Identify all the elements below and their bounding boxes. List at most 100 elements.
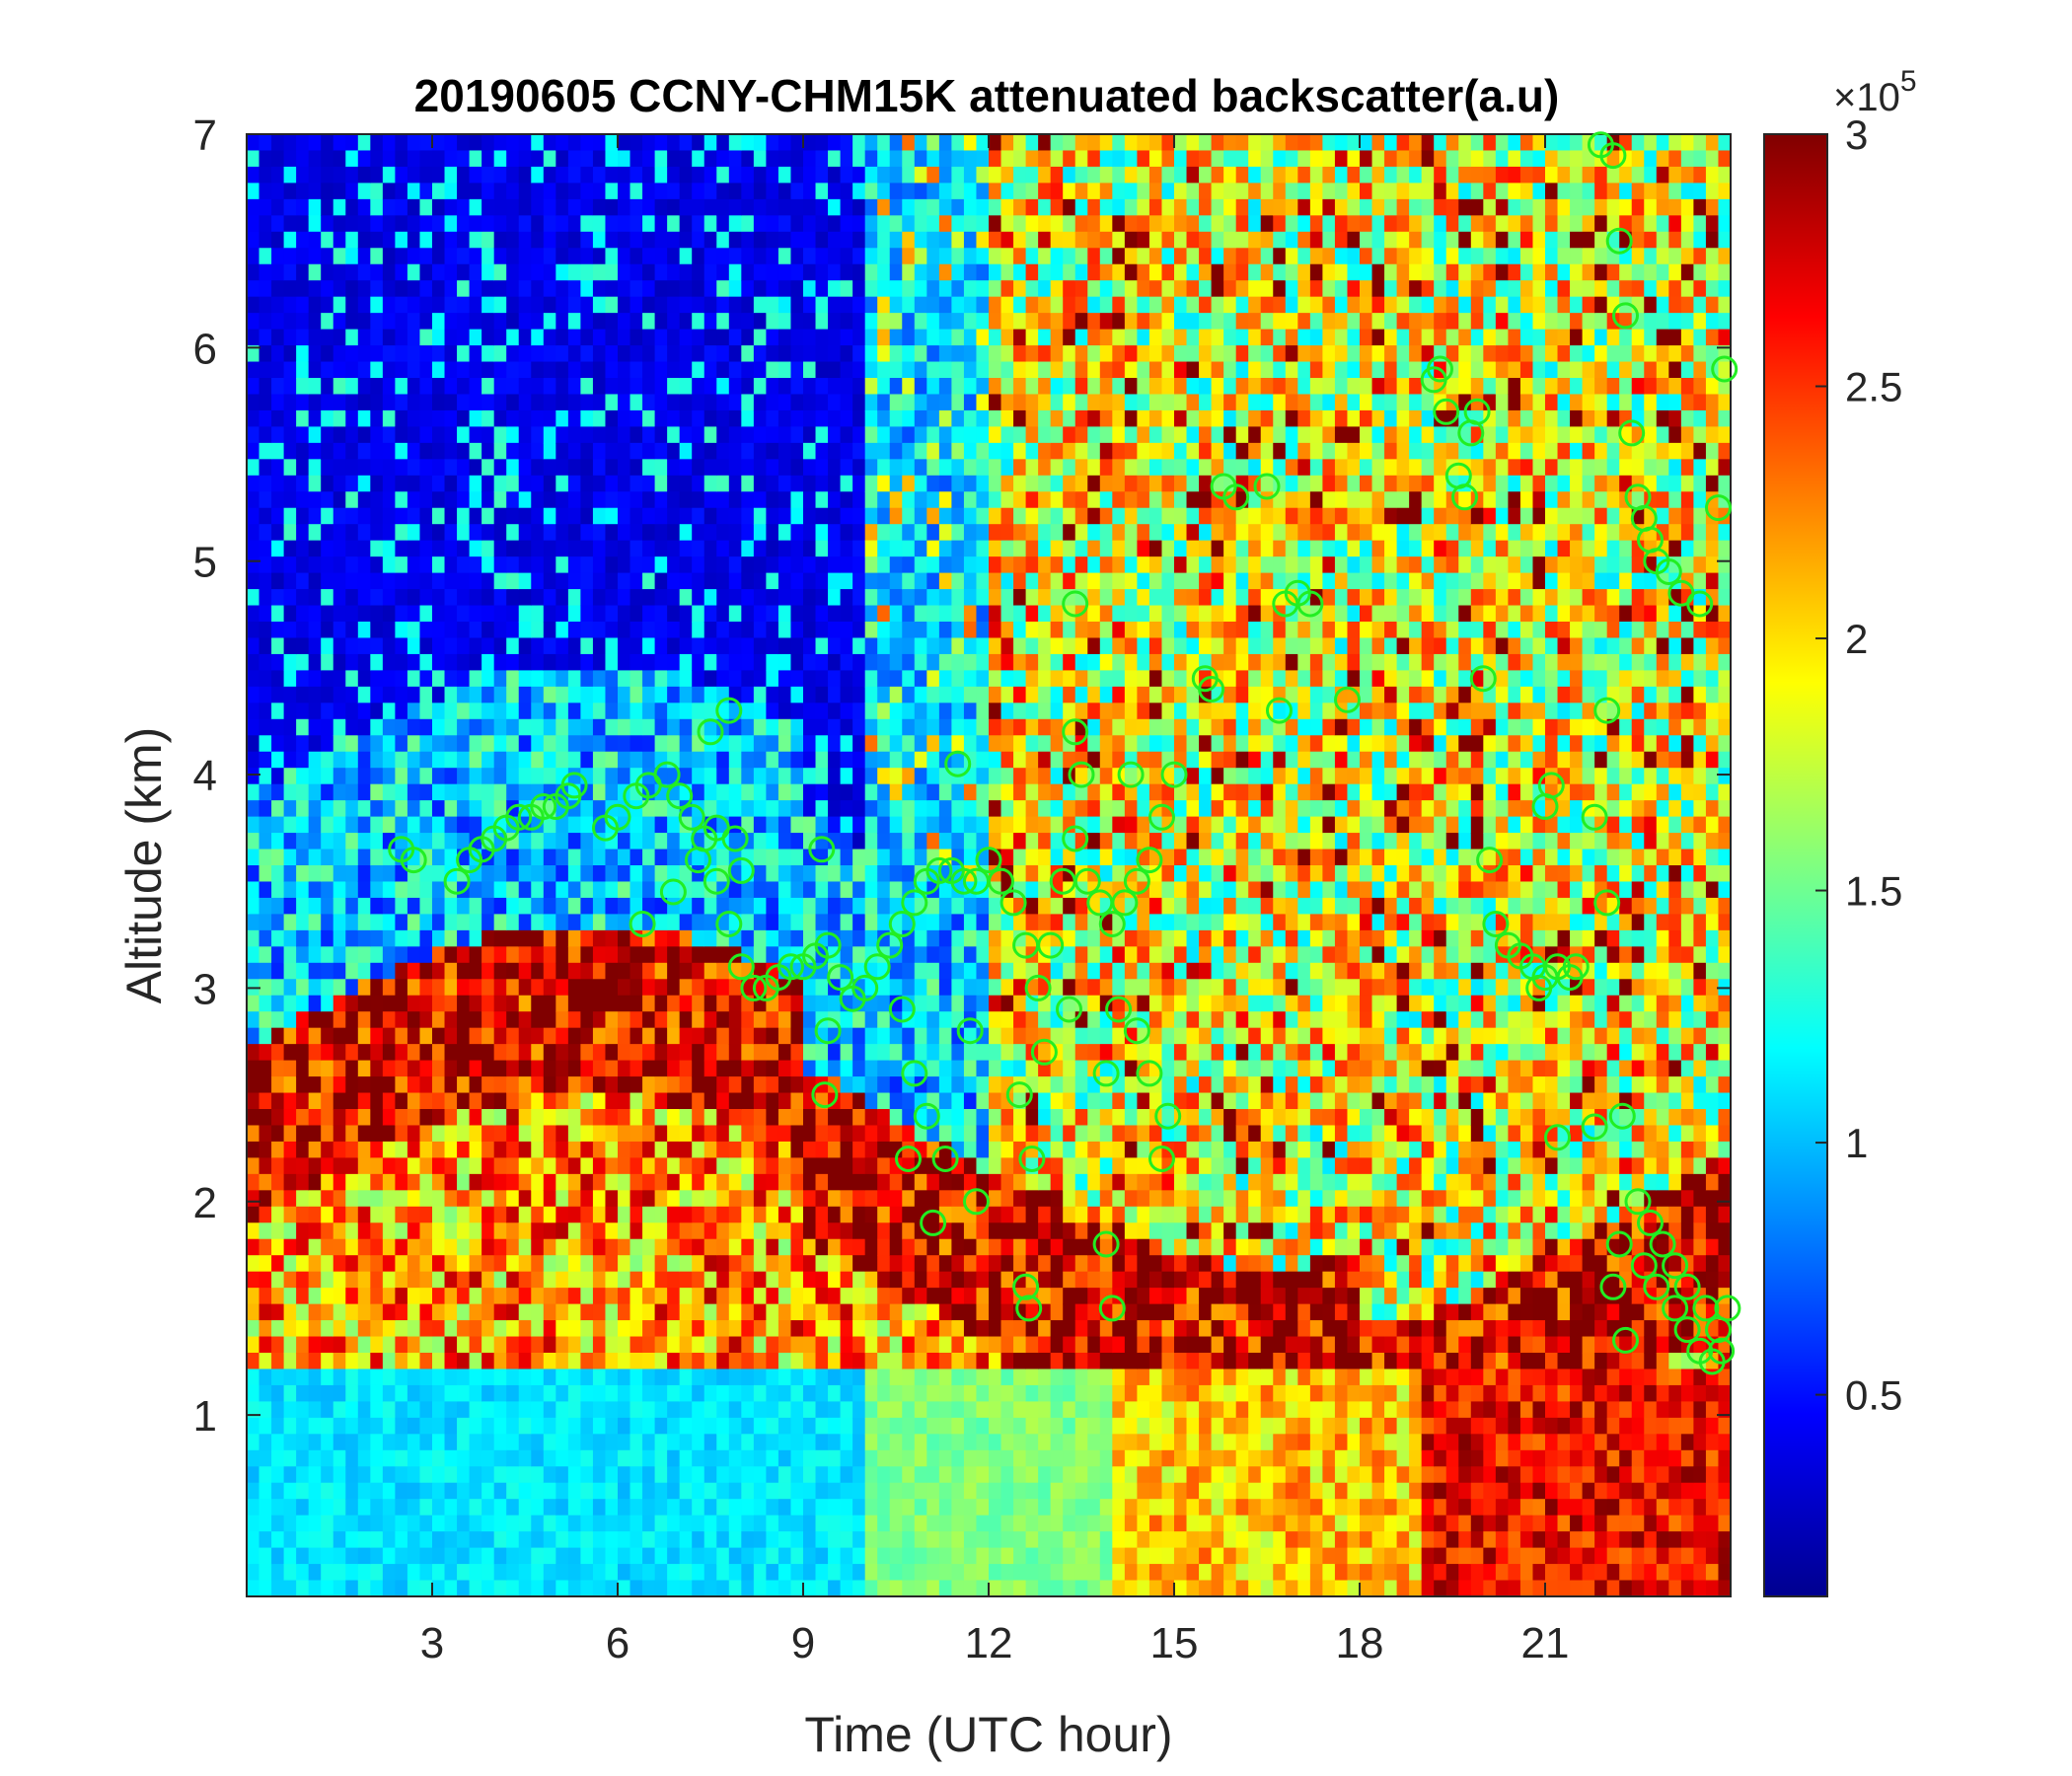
heatmap-cell [777,361,792,379]
heatmap-cell [692,1141,705,1158]
heatmap-cell [419,426,433,444]
heatmap-cell [395,1353,408,1370]
heatmap-cell [395,1060,408,1077]
heatmap-cell [457,1157,471,1175]
heatmap-cell [506,995,520,1012]
heatmap-cell [605,783,619,801]
heatmap-cell [543,198,556,216]
heatmap-cell [506,215,520,233]
heatmap-cell [902,718,916,736]
heatmap-cell [345,1466,359,1484]
heatmap-cell [741,1238,755,1256]
heatmap-cell [370,751,384,769]
heatmap-cell [506,361,520,379]
heatmap-cell [728,1515,742,1532]
heatmap-cell [605,215,619,233]
heatmap-cell [864,166,878,184]
heatmap-cell [716,198,730,216]
heatmap-cell [247,345,260,363]
heatmap-cell [395,491,408,509]
heatmap-cell [618,166,631,184]
heatmap-cell [605,1580,619,1597]
heatmap-cell [370,768,384,785]
heatmap-cell [382,1547,396,1565]
heatmap-cell [493,1011,507,1029]
heatmap-cell [444,914,458,931]
heatmap-cell [629,426,643,444]
heatmap-cell [642,622,656,639]
heatmap-cell [815,849,829,866]
heatmap-cell [654,1109,668,1127]
heatmap-cell [271,1303,285,1321]
heatmap-cell [543,1303,556,1321]
heatmap-cell [629,622,643,639]
heatmap-cell [370,1547,384,1565]
heatmap-cell [444,1547,458,1565]
heatmap-cell [864,1141,878,1158]
heatmap-cell [555,540,569,557]
heatmap-cell [777,1125,792,1143]
heatmap-cell [692,1109,705,1127]
heatmap-cell [692,572,705,590]
heatmap-cell [815,783,829,801]
heatmap-cell [618,929,631,947]
heatmap-cell [914,979,927,997]
heatmap-cell [259,1173,272,1191]
heatmap-cell [283,703,297,720]
heatmap-cell [803,475,817,492]
heatmap-cell [654,1255,668,1273]
heatmap-cell [296,962,310,980]
heatmap-cell [803,622,817,639]
heatmap-cell [321,183,334,200]
heatmap-cell [692,1401,705,1419]
heatmap-cell [407,1515,421,1532]
heatmap-cell [692,1580,705,1597]
heatmap-cell [308,263,322,281]
heatmap-cell [493,670,507,688]
heatmap-cell [803,979,817,997]
heatmap-cell [555,215,569,233]
heatmap-cell [296,329,310,346]
heatmap-cell [728,605,742,623]
heatmap-cell [877,800,891,818]
heatmap-cell [419,1547,433,1565]
heatmap-cell [840,1011,853,1029]
heatmap-cell [457,946,471,964]
heatmap-cell [271,1384,285,1402]
heatmap-cell [728,572,742,590]
heatmap-cell [407,686,421,703]
heatmap-cell [567,1255,581,1273]
heatmap-cell [271,1011,285,1029]
heatmap-cell [481,1449,495,1467]
heatmap-cell [679,198,693,216]
heatmap-cell [815,1531,829,1549]
heatmap-cell [419,897,433,915]
heatmap-cell [667,979,681,997]
heatmap-cell [493,897,507,915]
heatmap-cell [444,540,458,557]
heatmap-cell [531,1222,545,1240]
heatmap-cell [296,1515,310,1532]
heatmap-cell [618,1303,631,1321]
heatmap-cell [592,946,607,964]
heatmap-cell [889,378,903,396]
heatmap-cell [321,1466,334,1484]
heatmap-cell [333,491,346,509]
heatmap-cell [321,1320,334,1338]
heatmap-cell [852,686,866,703]
heatmap-cell [308,1353,322,1370]
heatmap-cell [283,1353,297,1370]
heatmap-cell [469,475,482,492]
heatmap-cell [395,426,408,444]
heatmap-cell [469,329,482,346]
heatmap-cell [728,1125,742,1143]
heatmap-cell [667,1547,681,1565]
heatmap-cell [419,1320,433,1338]
heatmap-cell [271,686,285,703]
heatmap-cell [840,1125,853,1143]
heatmap-cell [518,394,532,411]
heatmap-cell [629,409,643,427]
heatmap-cell [803,1369,817,1386]
heatmap-cell [259,459,272,477]
